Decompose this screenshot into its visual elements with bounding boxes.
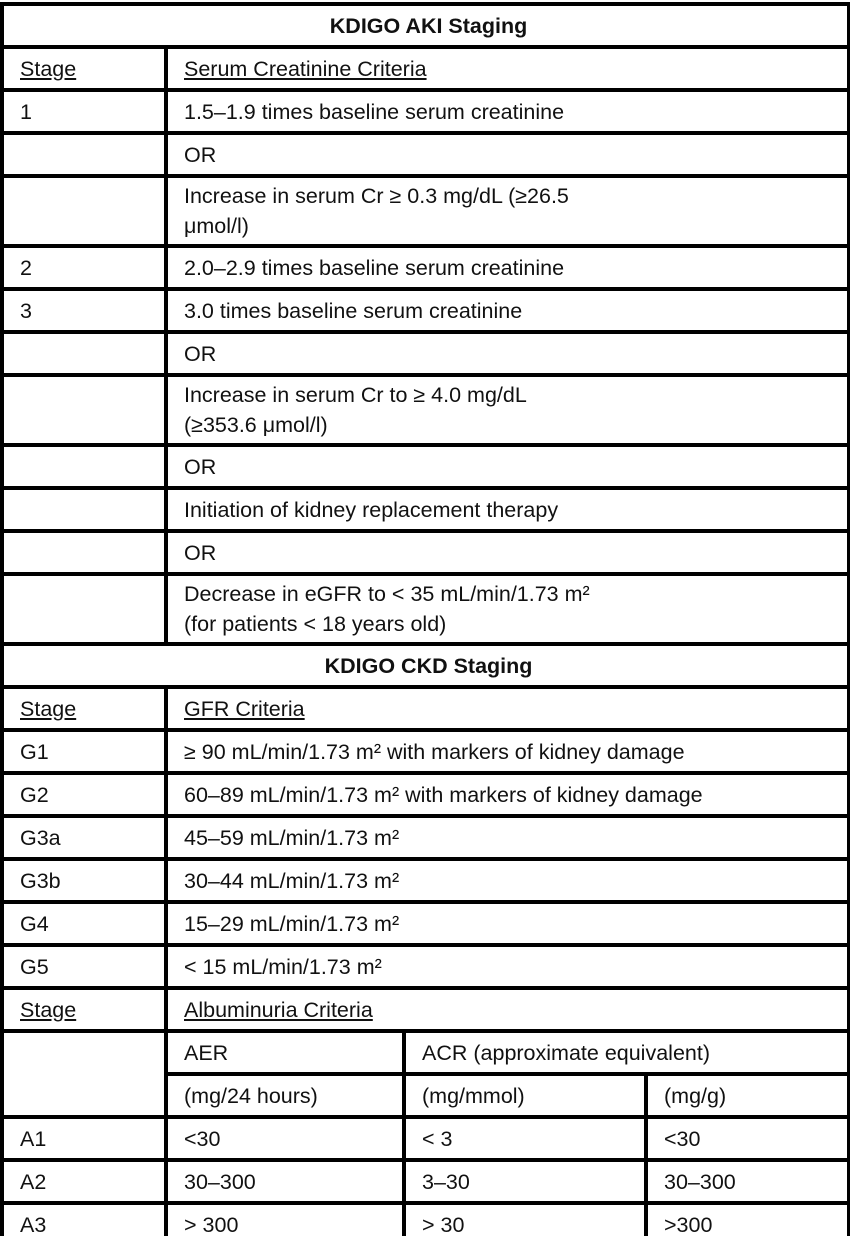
albuminuria-units-row: (mg/24 hours) (mg/mmol) (mg/g) [2, 1072, 850, 1119]
table-row: OR [0, 131, 850, 178]
aki-title: KDIGO AKI Staging [0, 2, 850, 49]
table-row: Increase in serum Cr ≥ 0.3 mg/dL (≥26.5 … [0, 174, 850, 248]
acr-g-units-cell: (mg/g) [643, 1072, 850, 1119]
aki-title-row: KDIGO AKI Staging [0, 2, 850, 49]
aki-criteria-cell: 3.0 times baseline serum creatinine [163, 287, 850, 334]
gfr-stage-cell: G1 [0, 728, 168, 775]
table-row: 1 1.5–1.9 times baseline serum creatinin… [0, 88, 850, 135]
acr-g-value-cell: 30–300 [643, 1158, 850, 1205]
albuminuria-header-criteria-cell: Albuminuria Criteria [163, 986, 850, 1033]
table-row: G5 < 15 mL/min/1.73 m² [0, 943, 850, 990]
gfr-criteria-cell: 30–44 mL/min/1.73 m² [163, 857, 850, 904]
gfr-stage-cell: G3b [0, 857, 168, 904]
table-row: G4 15–29 mL/min/1.73 m² [0, 900, 850, 947]
albuminuria-header-stage-cell: Stage [0, 986, 168, 1033]
table-row: 3 3.0 times baseline serum creatinine [0, 287, 850, 334]
aki-criteria-cell: OR [163, 529, 850, 576]
gfr-criteria-cell: ≥ 90 mL/min/1.73 m² with markers of kidn… [163, 728, 850, 775]
albuminuria-stage-cell: A3 [0, 1201, 168, 1236]
gfr-criteria-cell: < 15 mL/min/1.73 m² [163, 943, 850, 990]
aer-value-cell: 30–300 [164, 1158, 406, 1205]
aki-header-criteria-label: Serum Creatinine Criteria [184, 56, 427, 81]
aki-criteria-cell: Decrease in eGFR to < 35 mL/min/1.73 m² … [163, 572, 850, 646]
acr-mmol-value-cell: > 30 [402, 1201, 648, 1236]
aki-stage-cell [0, 373, 168, 447]
albuminuria-stage-cell: A1 [0, 1115, 168, 1162]
aki-criteria-cell: OR [163, 443, 850, 490]
aer-value-cell: > 300 [164, 1201, 406, 1236]
albuminuria-columns-row: AER ACR (approximate equivalent) [0, 1029, 850, 1119]
acr-mmol-units-cell: (mg/mmol) [402, 1072, 648, 1119]
aki-stage-cell [0, 529, 168, 576]
table-row: 2 2.0–2.9 times baseline serum creatinin… [0, 244, 850, 291]
table-row: Increase in serum Cr to ≥ 4.0 mg/dL (≥35… [0, 373, 850, 447]
gfr-header-stage-label: Stage [20, 696, 77, 721]
aki-header-row: Stage Serum Creatinine Criteria [0, 45, 850, 92]
aki-criteria-cell: Increase in serum Cr ≥ 0.3 mg/dL (≥26.5 … [163, 174, 850, 248]
acr-column-header-cell: ACR (approximate equivalent) [401, 1029, 850, 1076]
albuminuria-header-stage-label: Stage [20, 997, 77, 1022]
table-row: G3b 30–44 mL/min/1.73 m² [0, 857, 850, 904]
aer-value-cell: <30 [164, 1115, 406, 1162]
gfr-stage-cell: G4 [0, 900, 168, 947]
table-row: Initiation of kidney replacement therapy [0, 486, 850, 533]
gfr-criteria-cell: 60–89 mL/min/1.73 m² with markers of kid… [163, 771, 850, 818]
gfr-header-stage-cell: Stage [0, 685, 168, 732]
gfr-criteria-cell: 15–29 mL/min/1.73 m² [163, 900, 850, 947]
table-row: Decrease in eGFR to < 35 mL/min/1.73 m² … [0, 572, 850, 646]
aki-criteria-cell: 2.0–2.9 times baseline serum creatinine [163, 244, 850, 291]
acr-g-value-cell: <30 [643, 1115, 850, 1162]
gfr-criteria-cell: 45–59 mL/min/1.73 m² [163, 814, 850, 861]
aki-criteria-cell: Initiation of kidney replacement therapy [163, 486, 850, 533]
gfr-header-criteria-cell: GFR Criteria [163, 685, 850, 732]
table-row: OR [0, 443, 850, 490]
albuminuria-header-criteria-label: Albuminuria Criteria [184, 997, 373, 1022]
ckd-title: KDIGO CKD Staging [0, 642, 850, 689]
aki-criteria-cell: 1.5–1.9 times baseline serum creatinine [163, 88, 850, 135]
aki-stage-cell: 3 [0, 287, 168, 334]
albuminuria-stage-cell: A2 [0, 1158, 168, 1205]
gfr-stage-cell: G2 [0, 771, 168, 818]
aki-stage-cell [0, 330, 168, 377]
acr-g-value-cell: >300 [643, 1201, 850, 1236]
table-row: OR [0, 330, 850, 377]
gfr-stage-cell: G3a [0, 814, 168, 861]
aki-stage-cell: 2 [0, 244, 168, 291]
table-row: A3 > 300 > 30 >300 [0, 1201, 850, 1236]
aki-criteria-cell: OR [163, 131, 850, 178]
aki-header-criteria-cell: Serum Creatinine Criteria [163, 45, 850, 92]
gfr-header-criteria-label: GFR Criteria [184, 696, 305, 721]
gfr-header-row: Stage GFR Criteria [0, 685, 850, 732]
acr-mmol-value-cell: < 3 [402, 1115, 648, 1162]
aki-criteria-cell: OR [163, 330, 850, 377]
aki-stage-cell: 1 [0, 88, 168, 135]
table-row: G2 60–89 mL/min/1.73 m² with markers of … [0, 771, 850, 818]
aki-stage-cell [0, 443, 168, 490]
aki-stage-cell [0, 131, 168, 178]
table-row: OR [0, 529, 850, 576]
aer-units-cell: (mg/24 hours) [164, 1072, 406, 1119]
table-row: A1 <30 < 3 <30 [0, 1115, 850, 1162]
albuminuria-header-row: Stage Albuminuria Criteria [0, 986, 850, 1033]
albuminuria-empty-stage-cell [0, 1029, 168, 1119]
table-row: G1 ≥ 90 mL/min/1.73 m² with markers of k… [0, 728, 850, 775]
aki-header-stage-cell: Stage [0, 45, 168, 92]
ckd-title-row: KDIGO CKD Staging [0, 642, 850, 689]
acr-mmol-value-cell: 3–30 [402, 1158, 648, 1205]
aki-header-stage-label: Stage [20, 56, 77, 81]
aki-criteria-cell: Increase in serum Cr to ≥ 4.0 mg/dL (≥35… [163, 373, 850, 447]
table-row: A2 30–300 3–30 30–300 [0, 1158, 850, 1205]
aki-stage-cell [0, 486, 168, 533]
table-row: G3a 45–59 mL/min/1.73 m² [0, 814, 850, 861]
gfr-stage-cell: G5 [0, 943, 168, 990]
aki-stage-cell [0, 572, 168, 646]
aki-stage-cell [0, 174, 168, 248]
aer-column-header-cell: AER [164, 1029, 406, 1076]
